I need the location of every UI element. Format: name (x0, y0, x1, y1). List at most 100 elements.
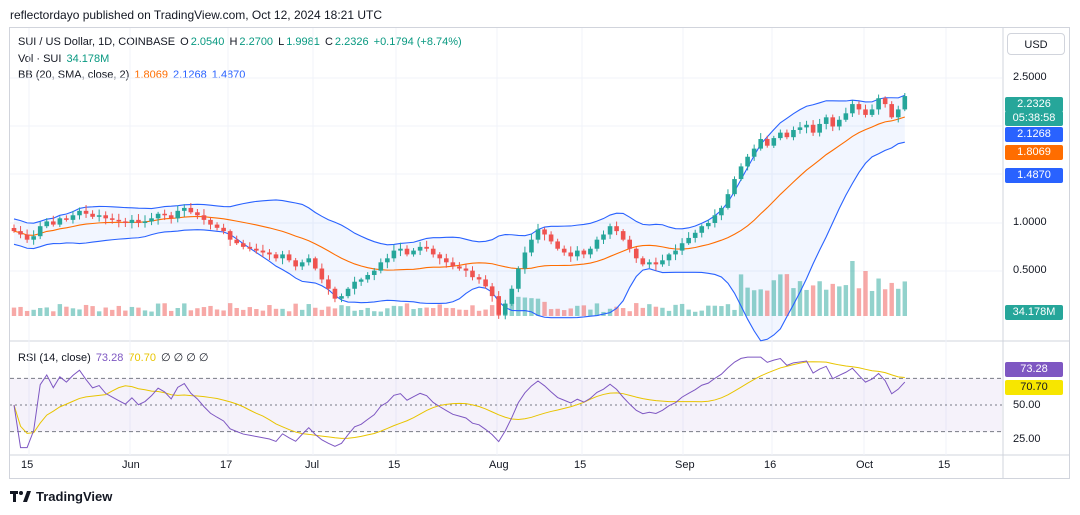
ohlc-open-label: O (180, 36, 189, 48)
bb-fill-area (14, 95, 905, 341)
candle-body (863, 109, 868, 115)
candle-body (18, 231, 23, 235)
candle-body (548, 234, 554, 242)
candle-body (227, 231, 233, 240)
candle-body (850, 104, 855, 114)
volume-bar (712, 305, 718, 316)
candle-body (214, 224, 220, 228)
volume-bar (627, 311, 632, 316)
candle-body (869, 109, 875, 115)
publish-header: reflectordayo published on TradingView.c… (10, 8, 382, 22)
candle-body (647, 262, 652, 265)
volume-bar (247, 307, 252, 316)
candle-body (837, 119, 842, 127)
volume-bar (830, 283, 835, 316)
candle-body (529, 239, 534, 253)
time-tick: 15 (21, 459, 34, 471)
volume-bar (280, 308, 285, 316)
volume-bar (31, 309, 36, 316)
tradingview-logo[interactable]: TradingView (10, 489, 112, 504)
last-price-label: 2.2326 (1005, 97, 1063, 112)
volume-bar (778, 274, 783, 316)
volume-bar (319, 309, 325, 316)
price-tick-2-5: 2.5000 (1013, 71, 1047, 83)
volume-bar (856, 288, 862, 316)
ohlc-high: 2.2700 (239, 36, 274, 48)
candle-body (797, 127, 803, 130)
volume-bar (116, 305, 121, 316)
ohlc-open: 2.0540 (190, 36, 225, 48)
volume-bar (614, 306, 619, 316)
volume-bar (169, 310, 174, 316)
candle-body (843, 113, 849, 120)
currency-button[interactable]: USD (1007, 33, 1065, 55)
candle-body (273, 254, 279, 259)
candle-body (876, 98, 881, 110)
candle-body (614, 226, 619, 232)
volume-bar (817, 281, 822, 316)
volume-bar (44, 307, 49, 316)
volume-bar (64, 306, 69, 316)
candle-body (588, 248, 593, 255)
candle-body (751, 148, 757, 157)
candle-body (496, 296, 501, 315)
candle-body (561, 248, 567, 253)
volume-bar (352, 310, 357, 316)
candle-body (633, 248, 639, 259)
volume-bar (306, 304, 311, 316)
candle-body (745, 156, 750, 167)
price-tick-0-5: 0.5000 (1013, 264, 1047, 276)
volume-bar (804, 289, 809, 316)
ohlc-close: 2.2326 (334, 36, 369, 48)
candle-body (123, 221, 128, 223)
candle-body (339, 296, 344, 299)
candle-body (109, 218, 115, 220)
volume-bar (640, 307, 645, 316)
volume-bar (686, 309, 691, 316)
ohlc-close-label: C (324, 36, 333, 48)
grid-lines (10, 28, 1002, 455)
candle-body (889, 104, 894, 118)
ohlc-low-label: L (278, 36, 285, 48)
candle-body (201, 215, 207, 220)
volume-bar (431, 308, 436, 316)
candle-body (450, 262, 456, 267)
candle-body (247, 246, 253, 249)
candle-body (221, 227, 226, 232)
volume-bar (824, 289, 829, 316)
candle-body (371, 270, 377, 275)
volume-bar (372, 311, 377, 316)
volume-bars (11, 261, 907, 316)
candle-body (463, 268, 469, 271)
time-tick: Jun (122, 459, 140, 471)
candle-body (313, 258, 318, 269)
candle-body (417, 246, 423, 251)
candle-body (522, 252, 528, 269)
candle-body (476, 277, 482, 280)
candle-body (378, 262, 384, 271)
volume-bar (837, 286, 842, 316)
rsi-extra-values: ∅ ∅ ∅ ∅ (161, 352, 209, 364)
candle-body (83, 210, 89, 214)
volume-bar (260, 310, 266, 316)
candle-body (149, 218, 154, 222)
volume-bar (313, 307, 318, 316)
volume-bar (293, 303, 298, 316)
volume-bar (254, 309, 259, 316)
volume-bar (568, 308, 573, 316)
candle-body (620, 231, 626, 240)
volume-bar (529, 298, 534, 316)
candle-body (653, 262, 659, 265)
candle-body (90, 213, 95, 217)
volume-bar (201, 307, 207, 316)
time-tick: Aug (489, 459, 509, 471)
volume-bar (221, 310, 226, 316)
candle-body (280, 254, 285, 259)
volume-bar (535, 298, 541, 316)
ohlc-high-label: H (229, 36, 238, 48)
bb-basis-label: 1.8069 (1005, 145, 1063, 160)
candle-body (103, 215, 108, 219)
candle-body (391, 250, 397, 259)
candle-body (555, 241, 560, 249)
